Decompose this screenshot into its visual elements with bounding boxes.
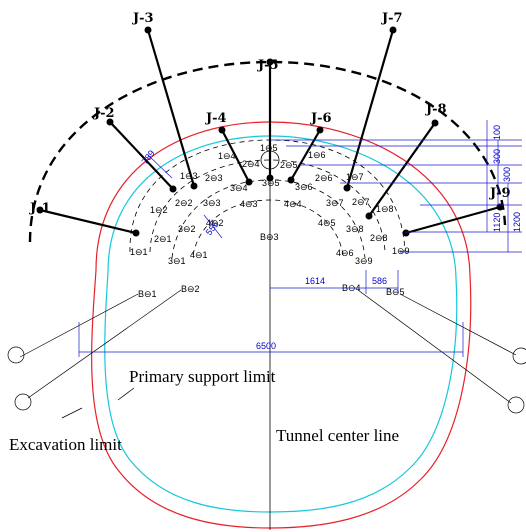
dim-1120: 1120 <box>492 213 502 232</box>
dim-1614: 1614 <box>305 276 325 286</box>
hole-1-8: 1⊖8 <box>376 204 394 214</box>
hole-3-3: 3⊖3 <box>203 198 221 208</box>
j6-label: J-6 <box>310 111 332 126</box>
hole-1-5: 1⊖5 <box>260 143 278 153</box>
hole-4-5: 4⊖5 <box>318 218 336 228</box>
monitoring-leaders <box>39 29 501 235</box>
hole-b-3: B⊖3 <box>260 232 279 242</box>
hole-1-1: 1⊖1 <box>130 247 148 257</box>
primary-support-outline <box>104 135 458 513</box>
hole-row-2-arc <box>149 159 386 253</box>
hole-3-5: 3⊖5 <box>262 178 280 188</box>
hole-row-4-arc <box>192 199 344 256</box>
hole-1-3: 1⊖3 <box>180 171 198 181</box>
hole-b-2: B⊖2 <box>181 284 200 294</box>
j8-label: J-8 <box>425 102 447 117</box>
hole-2-8: 2⊖8 <box>370 233 388 243</box>
outer-dashed-arc <box>28 60 507 243</box>
hole-1-7: 1⊖7 <box>346 172 364 182</box>
hole-2-3: 2⊖3 <box>205 173 223 183</box>
hole-4-1: 4⊖1 <box>190 250 208 260</box>
hole-3-2: 3⊖2 <box>178 224 196 234</box>
hole-2-2: 2⊖2 <box>175 198 193 208</box>
hole-1-4: 1⊖4 <box>218 151 236 161</box>
hole-3-4: 3⊖4 <box>230 183 248 193</box>
j9-label: J-9 <box>489 186 511 201</box>
dim-300-a: 300 <box>492 149 502 164</box>
hole-1-2: 1⊖2 <box>150 205 168 215</box>
hole-3-9: 3⊖9 <box>355 256 373 266</box>
tunnel-center-line-label: Tunnel center line <box>276 426 399 445</box>
hole-2-7: 2⊖7 <box>352 197 370 207</box>
anchor-leaders <box>7 289 526 414</box>
hole-4-3: 4⊖3 <box>240 199 258 209</box>
hole-2-1: 2⊖1 <box>154 234 172 244</box>
dim-100: 100 <box>492 125 502 140</box>
hole-3-6: 3⊖6 <box>295 182 313 192</box>
hole-1-9: 1⊖9 <box>392 246 410 256</box>
hole-4-2: 4⊖2 <box>206 218 224 228</box>
dim-6500: 6500 <box>256 341 276 351</box>
j5-label: J-5 <box>257 58 279 73</box>
monitoring-points <box>36 26 504 237</box>
dimension-lines <box>78 120 522 357</box>
dim-300-b: 300 <box>502 167 512 182</box>
excavation-limit-outline <box>91 121 472 529</box>
primary-support-label: Primary support limit <box>129 367 276 386</box>
hole-4-4: 4⊖4 <box>284 199 302 209</box>
excavation-limit-label: Excavation limit <box>9 435 122 454</box>
hole-b-1: B⊖1 <box>138 289 157 299</box>
j2-label: J-2 <box>93 106 115 121</box>
j7-label: J-7 <box>381 11 403 26</box>
support-leader <box>117 387 135 401</box>
j3-label: J-3 <box>132 11 154 26</box>
dim-1200: 1200 <box>512 212 522 232</box>
hole-row-3-arc <box>171 179 366 259</box>
hole-2-4: 2⊖4 <box>242 159 260 169</box>
dim-586: 586 <box>372 276 387 286</box>
j4-label: J-4 <box>205 111 227 126</box>
hole-b-5: B⊖5 <box>386 287 405 297</box>
hole-2-6: 2⊖6 <box>315 173 333 183</box>
j1-label: J-1 <box>29 201 51 216</box>
hole-4-6: 4⊖6 <box>336 248 354 258</box>
hole-2-5: 2⊖5 <box>280 160 298 170</box>
excavation-leader <box>61 407 83 419</box>
hole-3-7: 3⊖7 <box>326 198 344 208</box>
hole-1-6: 1⊖6 <box>308 150 326 160</box>
hole-3-8: 3⊖8 <box>346 224 364 234</box>
hole-3-1: 3⊖1 <box>168 256 186 266</box>
